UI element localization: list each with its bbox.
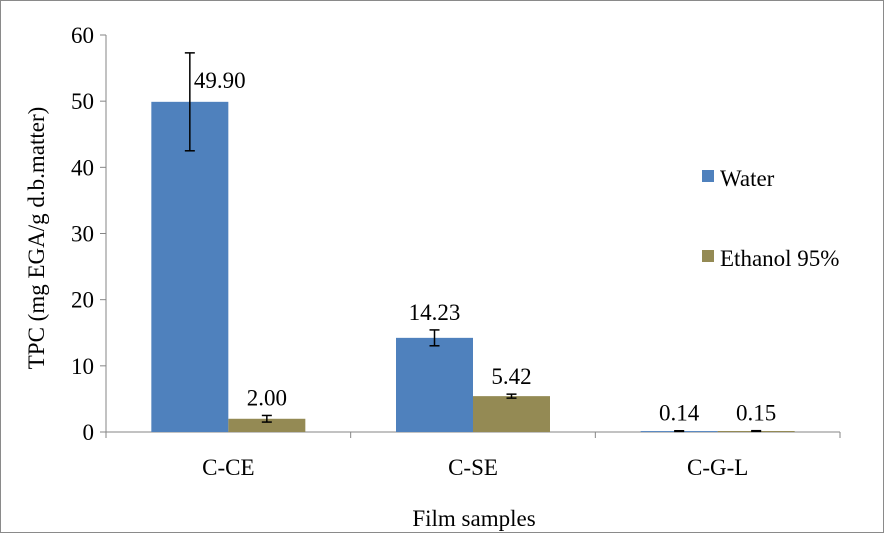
data-label: 0.14 <box>659 401 700 426</box>
bars-layer <box>151 53 794 432</box>
legend: Water Ethanol 95% <box>702 166 839 271</box>
data-label: 14.23 <box>409 300 461 325</box>
data-label: 49.90 <box>194 68 246 93</box>
y-tick-label: 60 <box>71 23 94 48</box>
legend-label: Water <box>720 166 775 191</box>
x-axis-title: Film samples <box>412 506 535 531</box>
y-tick-label: 40 <box>71 155 94 180</box>
y-tick-label: 30 <box>71 222 94 247</box>
legend-swatch <box>702 250 714 262</box>
labels-layer: 49.90 14.23 0.14 2.00 5.42 0.15 <box>194 68 776 426</box>
y-tick-label: 0 <box>83 420 95 445</box>
y-tick-label: 50 <box>71 89 94 114</box>
x-category-label: C-G-L <box>687 455 748 480</box>
x-category-label: C-SE <box>448 455 498 480</box>
data-label: 0.15 <box>736 401 776 426</box>
x-category-label: C-CE <box>202 455 254 480</box>
y-tick-label: 20 <box>71 288 94 313</box>
legend-label: Ethanol 95% <box>720 246 839 271</box>
bar <box>396 338 473 432</box>
legend-swatch <box>702 170 714 182</box>
y-tick-label: 10 <box>71 354 94 379</box>
data-label: 2.00 <box>247 385 287 410</box>
data-label: 5.42 <box>491 364 531 389</box>
y-axis-title: TPC (mg EGA/g d.b.matter) <box>24 107 49 370</box>
bar <box>473 396 550 432</box>
